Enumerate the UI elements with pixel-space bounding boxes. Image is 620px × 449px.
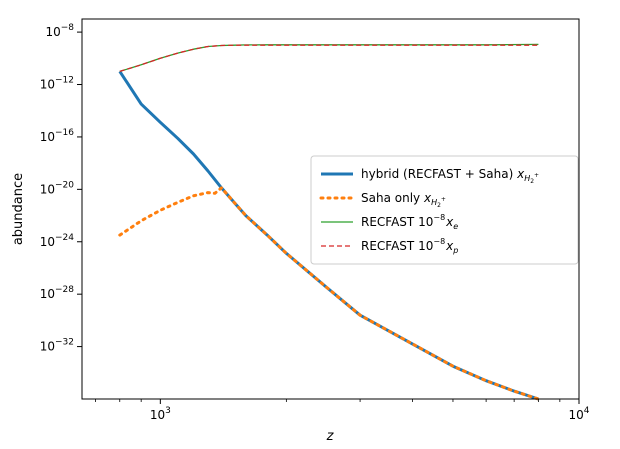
y-tick-label: 10−32 [40, 338, 74, 354]
y-tick-label: 10−8 [45, 23, 74, 39]
x-tick-label: 104 [568, 406, 589, 422]
series-layer [118, 43, 540, 401]
legend: hybrid (RECFAST + Saha) xH2+ Saha only xH… [310, 155, 579, 265]
legend-label-2: RECFAST 10−8xe [361, 213, 458, 231]
series-line-3 [119, 44, 539, 73]
y-axis-label: abundance [11, 173, 26, 245]
y-tick-label: 10−12 [40, 76, 74, 92]
x-tick-label: 103 [150, 406, 171, 422]
legend-box [310, 155, 579, 265]
ticks-layer: 103 104 10−8 10−12 10−16 10−20 10−24 10−28 10−32 [40, 23, 590, 422]
y-tick-label: 10−16 [40, 128, 75, 144]
legend-label-1: Saha only xH2+ [361, 191, 446, 209]
series-line-1 [118, 186, 540, 401]
y-tick-label: 10−28 [40, 285, 75, 301]
legend-label-3: RECFAST 10−8xp [361, 237, 458, 255]
y-tick-label: 10−20 [40, 180, 75, 196]
plot-frame [81, 18, 580, 400]
y-tick-label: 10−24 [40, 233, 75, 249]
legend-label-0: hybrid (RECFAST + Saha) xH2+ [361, 167, 539, 185]
x-axis-label: z [326, 429, 335, 444]
series-line-2 [119, 43, 539, 73]
